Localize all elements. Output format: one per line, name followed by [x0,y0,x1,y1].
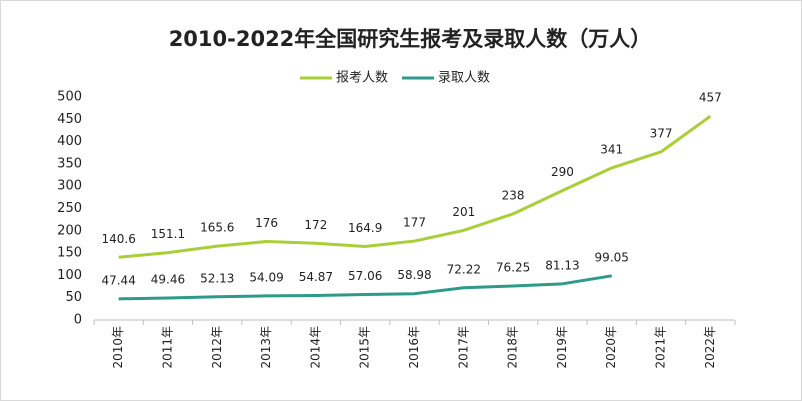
data-label: 72.22 [447,262,481,276]
y-tick-label: 250 [57,201,82,216]
y-tick-label: 0 [74,313,82,328]
data-label: 57.06 [348,269,382,283]
x-tick-label: 2016年 [407,326,421,369]
data-label: 165.6 [200,221,234,235]
legend-label: 报考人数 [336,71,388,86]
data-label: 238 [502,188,525,202]
x-tick-label: 2021年 [654,326,668,369]
x-tick-label: 2013年 [259,326,273,369]
y-tick-label: 450 [57,112,82,127]
data-label: 172 [304,218,327,232]
data-label: 54.87 [299,270,333,284]
data-label: 58.98 [397,268,431,282]
data-label: 76.25 [496,260,530,274]
x-tick-label: 2019年 [555,326,569,369]
chart-title: 2010-2022年全国研究生报考及录取人数（万人） [169,27,652,51]
data-label: 151.1 [151,227,185,241]
x-tick-label: 2015年 [358,326,372,369]
data-label: 47.44 [101,273,135,287]
x-tick-label: 2011年 [160,326,174,369]
data-label: 290 [551,165,574,179]
data-label: 377 [650,126,673,140]
x-tick-label: 2012年 [210,326,224,369]
y-tick-label: 500 [57,90,82,105]
data-label: 176 [255,216,278,230]
x-tick-label: 2022年 [703,326,717,369]
y-tick-label: 150 [57,246,82,261]
data-label: 99.05 [595,250,629,264]
y-tick-label: 400 [57,134,82,149]
data-label: 54.09 [249,270,283,284]
data-label: 457 [699,91,722,105]
legend-label: 录取人数 [438,71,490,86]
x-tick-label: 2017年 [456,326,470,369]
data-label: 201 [452,205,475,219]
data-label: 49.46 [151,272,185,286]
series-line [118,114,712,259]
data-label: 52.13 [200,271,234,285]
x-tick-label: 2014年 [308,326,322,369]
data-label: 341 [600,142,623,156]
y-tick-label: 100 [57,268,82,283]
data-label: 81.13 [545,258,579,272]
y-tick-label: 200 [57,223,82,238]
data-label: 140.6 [101,232,135,246]
y-tick-label: 300 [57,179,82,194]
x-tick-label: 2018年 [506,326,520,369]
x-tick-label: 2010年 [111,326,125,369]
data-label: 177 [403,216,426,230]
x-tick-label: 2020年 [604,326,618,369]
y-tick-label: 350 [57,156,82,171]
data-label: 164.9 [348,221,382,235]
series-line [118,274,612,301]
y-tick-label: 50 [65,290,82,305]
